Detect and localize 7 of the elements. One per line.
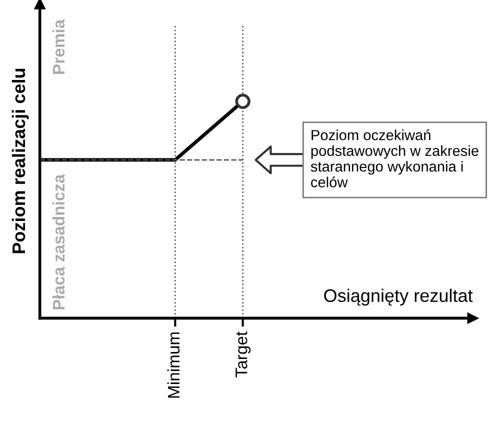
x-tick-label: Target [236,332,251,378]
y-axis-title: Poziom realizacji celu [12,68,29,254]
x-axis-title: Osiągnięty rezultat [324,288,473,306]
annotation: Poziom oczekiwań podstawowych w zakresie starannego wykonania i celów [310,129,478,188]
text: Premia [52,19,65,74]
x-tick-label: Minimum [167,332,180,398]
annotation: Płaca zasadnicza [52,174,65,310]
